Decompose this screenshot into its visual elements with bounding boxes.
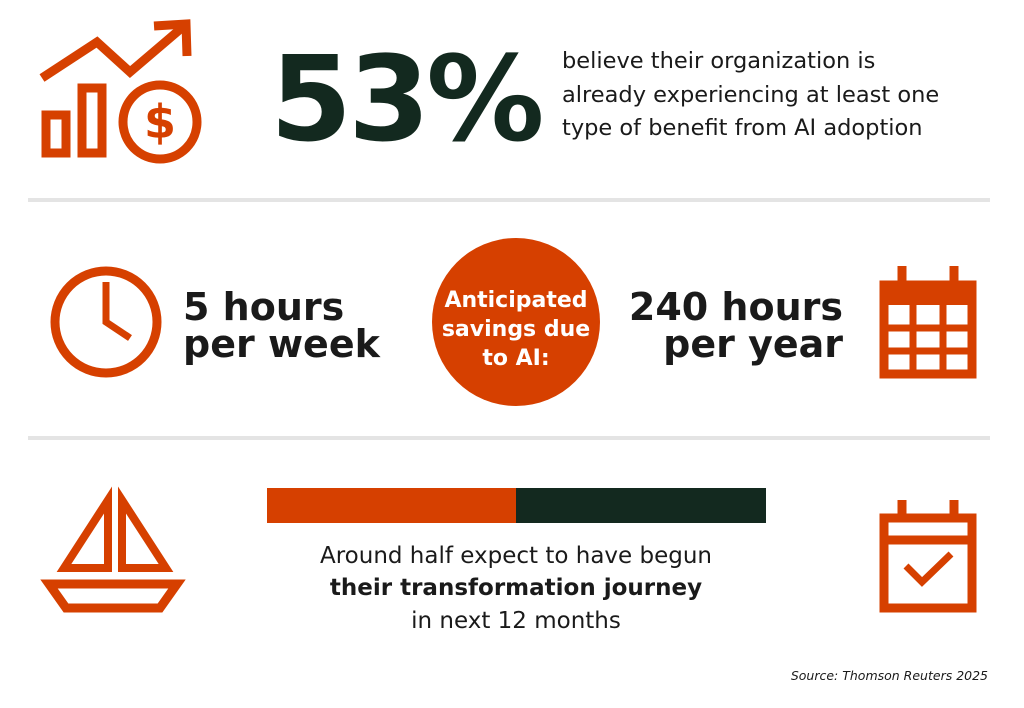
badge-text: to AI:: [482, 346, 549, 371]
divider: [28, 198, 990, 202]
yearly-hours: 240 hours: [629, 285, 843, 329]
weekly-hours: 5 hours: [183, 285, 344, 329]
calendar-icon: [879, 266, 977, 379]
badge-text: savings due: [442, 317, 590, 342]
journey-text: Around half expect to have begun: [320, 543, 712, 569]
sailboat-icon: [40, 486, 186, 613]
svg-text:$: $: [144, 95, 176, 149]
source: Source: Thomson Reuters 2025: [791, 668, 988, 683]
savings-badge: [432, 238, 600, 406]
progress-filled: [267, 488, 516, 523]
growth-icon: $: [39, 19, 202, 164]
clock-icon: [50, 266, 162, 378]
badge-text: Anticipated: [444, 288, 587, 313]
calendar-check-icon: [879, 500, 977, 613]
divider: [28, 436, 990, 440]
stat-text: believe their organization is: [562, 48, 875, 74]
progress-remaining: [516, 488, 766, 523]
journey-text: in next 12 months: [411, 608, 621, 634]
journey-text: their transformation journey: [330, 575, 702, 601]
yearly-hours: per year: [663, 322, 843, 366]
stat-text: type of benefit from AI adoption: [562, 115, 923, 141]
stat-text: already experiencing at least one: [562, 82, 939, 108]
stat-value: 53%: [270, 30, 541, 168]
weekly-hours: per week: [183, 322, 381, 366]
